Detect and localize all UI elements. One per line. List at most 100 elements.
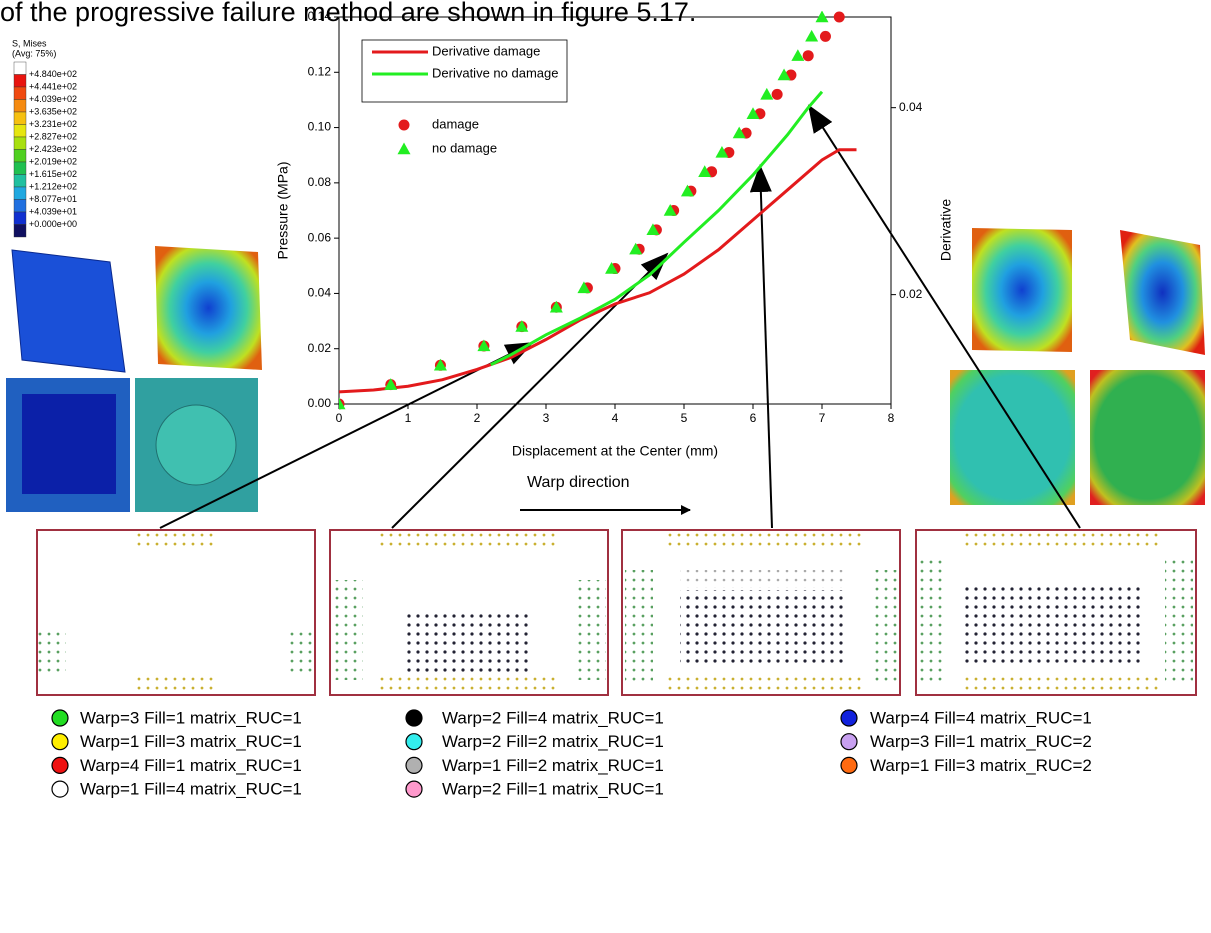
legend-marker <box>398 119 410 131</box>
contour-label: +1.212e+02 <box>29 181 77 191</box>
legend-swatch <box>840 733 858 751</box>
legend-swatch <box>51 756 69 775</box>
contour-label: +4.840e+02 <box>29 69 77 79</box>
series-line <box>490 90 824 367</box>
contour-title: S, Mises <box>12 38 47 48</box>
legend-label: Warp=2 Fill=4 matrix_RUC=1 <box>442 708 664 727</box>
x-axis-title: Displacement at the Center (mm) <box>512 443 718 459</box>
legend-label: Warp=1 Fill=4 matrix_RUC=1 <box>80 780 302 799</box>
contour-subtitle: (Avg: 75%) <box>12 48 56 58</box>
failure-panels <box>36 529 1197 696</box>
legend-label: Derivative damage <box>432 43 540 58</box>
data-point <box>819 30 831 42</box>
x-tick-label: 6 <box>750 411 757 425</box>
data-point <box>384 378 398 390</box>
contour-swatch <box>13 186 27 200</box>
data-point <box>715 145 729 158</box>
contour-swatch <box>13 174 27 188</box>
legend-label: Warp=1 Fill=2 matrix_RUC=1 <box>442 756 664 775</box>
data-point <box>549 300 563 313</box>
x-tick-label: 3 <box>543 411 550 425</box>
data-point <box>663 204 677 216</box>
y-tick-label: 0.14 <box>308 9 332 23</box>
contour-swatch <box>13 111 27 125</box>
data-point <box>477 339 491 352</box>
data-point <box>629 242 643 255</box>
legend-swatch <box>51 709 69 727</box>
contour-swatch <box>13 136 27 150</box>
legend-label: Warp=2 Fill=2 matrix_RUC=1 <box>442 732 664 751</box>
y2-tick-label: 0.04 <box>899 100 923 114</box>
legend-swatch <box>405 780 423 798</box>
data-point <box>732 126 746 139</box>
legend-swatch <box>405 709 423 727</box>
contour-swatch <box>13 99 27 113</box>
legend-label: Warp=1 Fill=3 matrix_RUC=1 <box>80 732 302 751</box>
contour-swatch <box>13 61 27 75</box>
legend-swatch <box>51 733 69 751</box>
contour-label: +2.827e+02 <box>29 131 77 141</box>
y-tick-label: 0.00 <box>308 396 332 410</box>
contour-label: +2.019e+02 <box>29 156 77 166</box>
legend-swatch <box>51 780 69 798</box>
y2-axis-title: Derivative <box>938 199 954 261</box>
legend-swatch <box>405 733 423 751</box>
y-tick-label: 0.06 <box>308 230 332 244</box>
legend-label: no damage <box>432 140 497 155</box>
x-tick-label: 8 <box>888 411 895 425</box>
x-tick-label: 4 <box>612 411 619 425</box>
contour-label: +0.000e+00 <box>29 219 77 229</box>
plot-marks <box>339 11 857 410</box>
plot: 0 1 2 3 4 5 6 7 8 0.00 0.02 0.04 0.06 0.08 0.10 0.12 0.1… <box>275 9 954 459</box>
contour-swatch <box>13 86 27 100</box>
data-point <box>746 107 760 119</box>
contour-swatch <box>13 199 27 213</box>
data-point <box>815 11 829 23</box>
fe-images <box>6 228 1205 512</box>
legend-label: Warp=3 Fill=1 matrix_RUC=1 <box>80 708 302 727</box>
data-point <box>805 29 819 42</box>
legend-label: Warp=1 Fill=3 matrix_RUC=2 <box>870 756 1092 775</box>
y-tick-label: 0.12 <box>308 64 332 78</box>
y-tick-label: 0.10 <box>308 120 332 134</box>
contour-label: +8.077e+01 <box>29 194 77 204</box>
data-point <box>577 281 591 294</box>
data-point <box>802 50 814 62</box>
data-point <box>771 88 783 100</box>
legend-label: Warp=3 Fill=1 matrix_RUC=2 <box>870 732 1092 751</box>
contour-label: +4.039e+01 <box>29 206 77 216</box>
data-point <box>433 358 447 371</box>
fe-legend: Warp=3 Fill=1 matrix_RUC=1 Warp=1 Fill=3 … <box>51 708 1092 799</box>
data-point <box>515 320 529 332</box>
contour-swatch <box>13 74 27 88</box>
contour-label: +3.231e+02 <box>29 119 77 129</box>
contour-label: +4.039e+02 <box>29 94 77 104</box>
x-tick-label: 0 <box>336 411 343 425</box>
caption-fragment: of the progressive failure method are sh… <box>0 0 696 27</box>
legend-label: Derivative no damage <box>432 65 558 80</box>
contour-swatch <box>13 211 27 225</box>
legend-label: damage <box>432 116 479 131</box>
legend-label: Warp=4 Fill=4 matrix_RUC=1 <box>870 708 1092 727</box>
data-point <box>698 165 712 177</box>
data-point <box>646 223 660 236</box>
legend-swatch <box>840 709 858 727</box>
contour-label: +4.441e+02 <box>29 81 77 91</box>
contour-legend: S, Mises (Avg: 75%) +4.840e+02 +4.441e+02… <box>12 38 77 238</box>
x-tick-label: 7 <box>819 411 826 425</box>
data-point <box>680 184 694 197</box>
y-tick-label: 0.02 <box>308 341 332 355</box>
data-point <box>339 397 346 410</box>
contour-label: +1.615e+02 <box>29 169 77 179</box>
x-tick-label: 1 <box>405 411 412 425</box>
contour-swatch <box>13 149 27 163</box>
warp-direction: Warp direction <box>527 474 630 491</box>
contour-swatch <box>13 161 27 175</box>
x-tick-label: 2 <box>474 411 481 425</box>
data-point <box>791 49 805 61</box>
contour-label: +2.423e+02 <box>29 144 77 154</box>
data-point <box>760 87 774 100</box>
contour-swatch <box>13 124 27 138</box>
data-point <box>605 262 619 274</box>
